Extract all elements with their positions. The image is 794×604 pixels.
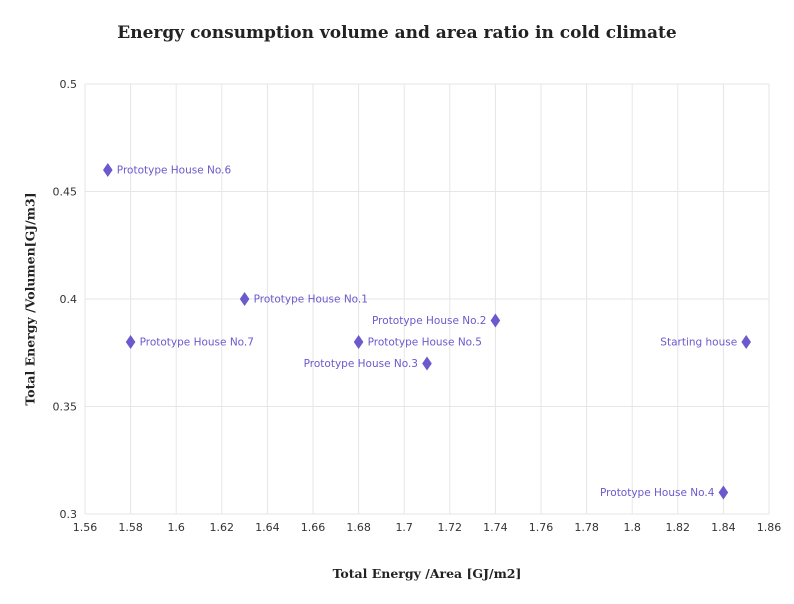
chart-title: Energy consumption volume and area ratio… <box>117 23 677 43</box>
x-tick-label: 1.82 <box>666 521 691 534</box>
point-label: Prototype House No.7 <box>140 337 254 349</box>
x-tick-label: 1.68 <box>346 521 371 534</box>
point-label: Prototype House No.3 <box>304 358 418 370</box>
scatter-point[interactable] <box>125 335 136 349</box>
x-tick-label: 1.84 <box>711 521 736 534</box>
y-tick-label: 0.35 <box>53 400 78 413</box>
x-tick-label: 1.8 <box>623 521 641 534</box>
scatter-point[interactable] <box>718 485 729 500</box>
scatter-point[interactable] <box>353 335 364 349</box>
y-tick-label: 0.4 <box>60 293 78 306</box>
point-label: Prototype House No.5 <box>368 337 482 349</box>
x-tick-label: 1.62 <box>210 521 235 534</box>
x-tick-label: 1.78 <box>574 521 599 534</box>
x-tick-label: 1.86 <box>757 521 782 534</box>
x-tick-label: 1.74 <box>483 521 508 534</box>
scatter-point[interactable] <box>741 335 751 349</box>
x-tick-label: 1.66 <box>301 521 326 534</box>
x-tick-label: 1.76 <box>529 521 554 534</box>
x-tick-label: 1.72 <box>438 521 463 534</box>
x-axis-label: Total Energy /Area [GJ/m2] <box>332 566 522 581</box>
x-tick-label: 1.56 <box>73 521 98 534</box>
scatter-point[interactable] <box>490 313 501 328</box>
scatter-point[interactable] <box>103 163 113 177</box>
x-tick-label: 1.7 <box>395 521 413 534</box>
x-tick-label: 1.6 <box>167 521 185 534</box>
point-label: Prototype House No.4 <box>600 487 715 499</box>
scatter-point[interactable] <box>239 292 250 306</box>
x-tick-label: 1.64 <box>255 521 280 534</box>
scatter-point[interactable] <box>422 356 432 371</box>
point-label: Prototype House No.2 <box>372 315 486 327</box>
point-label: Prototype House No.6 <box>117 165 232 177</box>
y-tick-label: 0.45 <box>53 185 78 198</box>
point-label: Prototype House No.1 <box>254 294 368 306</box>
x-tick-label: 1.58 <box>118 521 143 534</box>
point-label: Starting house <box>660 337 737 349</box>
y-tick-label: 0.3 <box>60 508 78 521</box>
y-tick-label: 0.5 <box>60 78 78 91</box>
